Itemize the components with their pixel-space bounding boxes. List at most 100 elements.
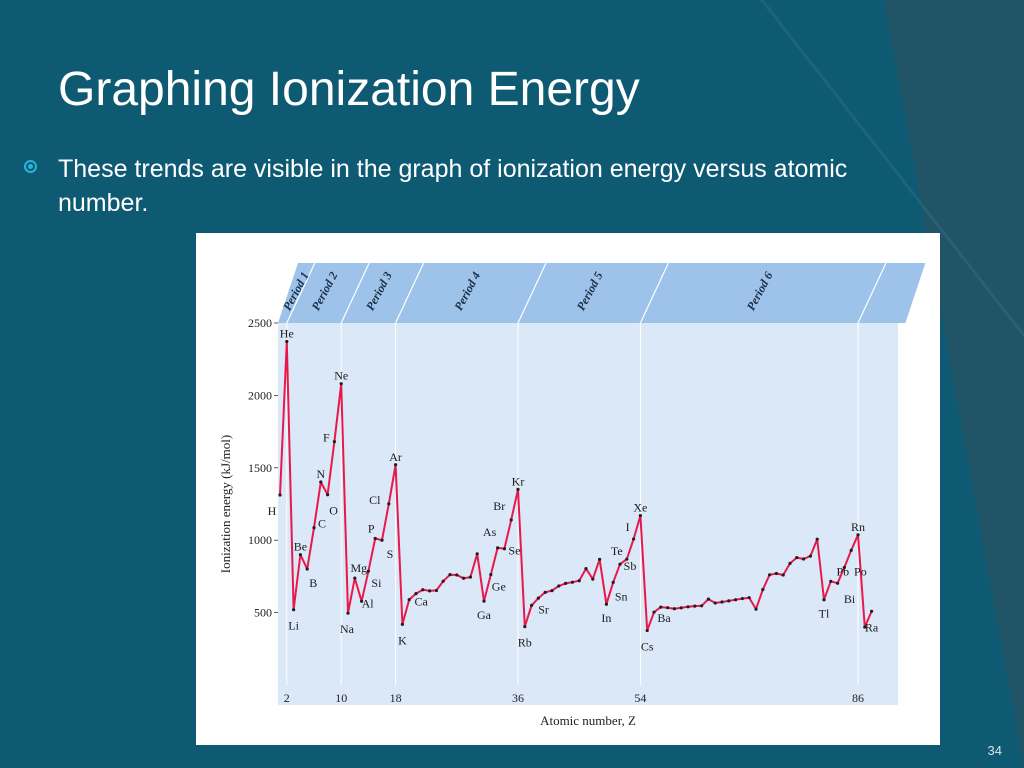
data-point — [645, 628, 649, 633]
data-point — [774, 571, 779, 576]
element-label-ra: Ra — [865, 620, 879, 634]
data-point — [849, 548, 853, 552]
data-point — [557, 584, 561, 588]
period-band-divider — [517, 262, 547, 324]
data-point — [679, 606, 683, 610]
data-point — [598, 557, 602, 561]
element-label-in: In — [601, 611, 611, 625]
element-label-rn: Rn — [851, 520, 865, 534]
data-point — [768, 573, 772, 577]
data-point — [475, 552, 479, 556]
element-label-ba: Ba — [657, 611, 671, 625]
slide-number: 34 — [987, 743, 1002, 758]
element-label-sn: Sn — [615, 589, 628, 603]
element-label-rb: Rb — [518, 636, 532, 650]
data-point — [394, 463, 398, 467]
slide-title: Graphing Ionization Energy — [58, 63, 640, 116]
period-band-divider — [340, 262, 370, 324]
data-point — [407, 597, 411, 602]
x-tick-label: 2 — [284, 691, 290, 705]
data-point — [815, 537, 819, 541]
x-tick-label: 36 — [512, 691, 524, 705]
data-point — [339, 382, 343, 386]
data-point — [584, 566, 588, 571]
element-label-mg: Mg — [350, 561, 367, 575]
x-axis-strip — [278, 685, 898, 705]
ionization-energy-line — [279, 340, 873, 632]
data-point — [489, 573, 493, 577]
period-band-divider — [395, 262, 425, 324]
data-point — [428, 589, 432, 593]
element-label-ar: Ar — [389, 450, 402, 464]
data-point — [734, 598, 738, 602]
y-axis-title: Ionization energy (kJ/mol) — [218, 435, 233, 573]
element-label-bi: Bi — [844, 592, 856, 606]
element-label-i: I — [626, 520, 630, 534]
data-point — [611, 580, 615, 584]
data-point — [570, 580, 574, 584]
data-point — [332, 439, 336, 444]
data-point — [502, 547, 506, 551]
bullet-text: These trends are visible in the graph of… — [58, 155, 848, 217]
y-tick-label: 2000 — [248, 388, 272, 402]
element-label-o: O — [329, 504, 338, 518]
data-point — [550, 588, 554, 593]
data-point — [530, 603, 534, 607]
x-tick-label: 54 — [634, 691, 646, 705]
y-tick-label: 500 — [254, 606, 272, 620]
element-label-ca: Ca — [415, 595, 429, 609]
data-point — [842, 565, 847, 570]
data-point — [509, 518, 513, 522]
element-label-ge: Ge — [492, 580, 506, 594]
data-point — [326, 493, 330, 497]
element-label-sb: Sb — [624, 559, 637, 573]
x-axis-title: Atomic number, Z — [540, 713, 636, 728]
y-tick-label: 2500 — [248, 316, 272, 330]
data-point — [856, 533, 860, 537]
x-tick-label: 18 — [390, 691, 402, 705]
element-label-n: N — [316, 467, 325, 481]
element-label-xe: Xe — [633, 501, 647, 515]
bullet-circle-icon — [24, 160, 37, 173]
data-point — [285, 339, 289, 344]
plot-area — [278, 323, 898, 685]
data-point — [360, 599, 364, 603]
data-point — [292, 608, 296, 612]
data-point — [319, 480, 323, 484]
data-point — [496, 546, 500, 550]
data-point — [802, 557, 806, 561]
data-point — [380, 538, 384, 542]
y-tick-label: 1000 — [248, 533, 272, 547]
element-label-as: As — [483, 525, 497, 539]
element-label-pb: Pb — [836, 564, 849, 578]
data-point — [312, 526, 316, 530]
element-label-tl: Tl — [819, 607, 830, 621]
data-point — [761, 587, 765, 592]
data-point — [434, 588, 438, 593]
element-label-kr: Kr — [512, 474, 525, 488]
chart-figure: Period 1 Period 2 Period 3 Period 4 Period 5… — [196, 233, 940, 745]
data-point — [700, 604, 704, 608]
element-label-s: S — [387, 547, 394, 561]
data-point — [455, 573, 459, 577]
element-label-sr: Sr — [538, 602, 549, 616]
element-label-he: He — [280, 327, 294, 341]
element-label-ga: Ga — [477, 608, 492, 622]
data-point — [720, 600, 724, 604]
data-point — [781, 573, 785, 577]
element-label-be: Be — [294, 540, 307, 554]
y-tick-label: 1500 — [248, 461, 272, 475]
element-label-c: C — [318, 517, 326, 531]
element-label-ne: Ne — [334, 369, 348, 383]
data-point — [740, 596, 745, 601]
period-band-divider — [639, 262, 669, 324]
element-label-al: Al — [362, 596, 375, 610]
data-point — [632, 537, 636, 541]
data-point — [672, 607, 676, 611]
element-label-h: H — [268, 504, 277, 518]
period-band-divider — [857, 262, 887, 324]
data-point — [564, 581, 568, 585]
data-point — [346, 611, 350, 615]
data-point — [441, 579, 445, 583]
